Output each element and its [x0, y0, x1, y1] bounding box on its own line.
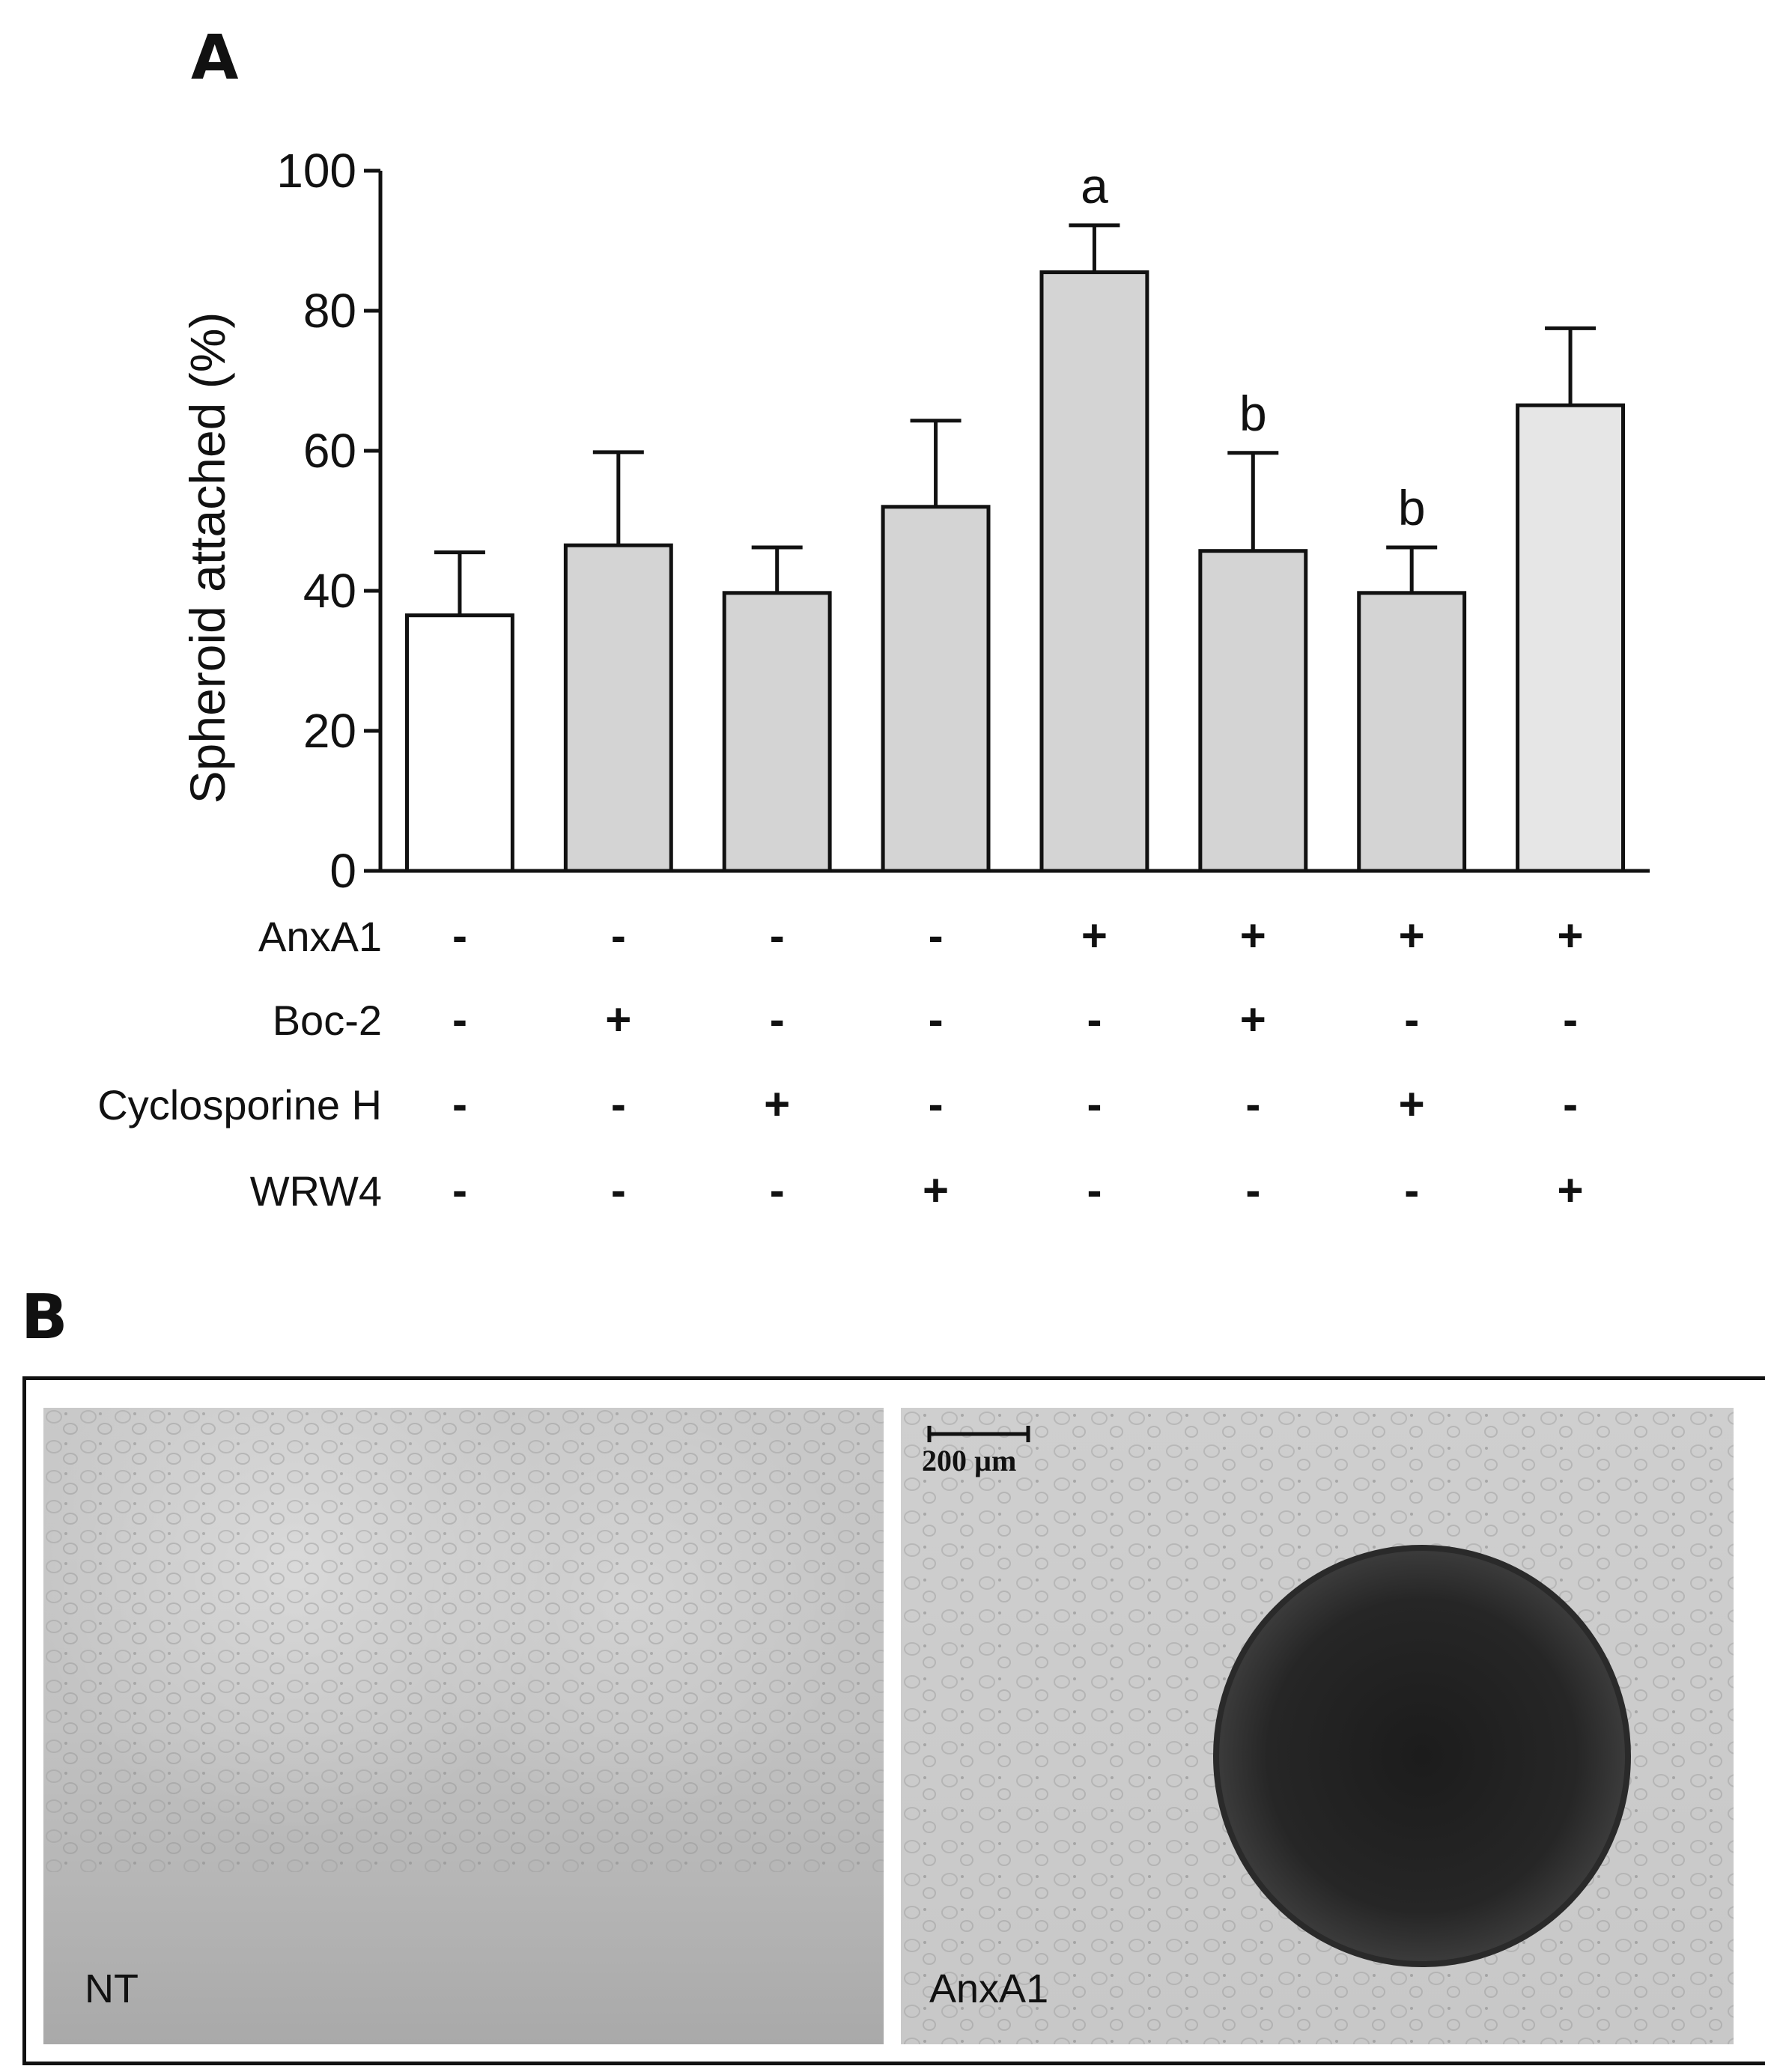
bar	[1357, 591, 1467, 873]
scale-bar-label: 200 µm	[922, 1444, 1017, 1477]
condition-sign: +	[1240, 911, 1266, 961]
condition-sign: -	[1245, 1079, 1260, 1129]
bar-chart: 0 20 40 60 80 100 a b b AnxA1 - - - - + + + + Boc-2 - + - - - + -…	[97, 144, 1650, 1215]
condition-sign: -	[1563, 994, 1578, 1045]
y-tick-label: 100	[276, 144, 356, 198]
condition-sign: -	[1245, 1165, 1260, 1215]
bar	[1039, 270, 1149, 873]
condition-sign: -	[452, 1079, 467, 1129]
condition-sign: -	[1404, 1165, 1419, 1215]
condition-sign: +	[764, 1079, 790, 1129]
y-tick-label: 60	[303, 424, 356, 478]
micrograph-label-anxa1: AnxA1	[929, 1966, 1049, 2011]
condition-sign: -	[770, 1165, 785, 1215]
significance-label: b	[1398, 480, 1426, 535]
condition-sign: +	[605, 994, 631, 1045]
y-tick-label: 40	[303, 564, 356, 618]
condition-sign: -	[770, 911, 785, 961]
scale-bar	[927, 1426, 1030, 1442]
condition-label: WRW4	[250, 1167, 382, 1215]
condition-sign: -	[452, 911, 467, 961]
bar	[1198, 549, 1308, 873]
condition-sign: -	[1087, 994, 1102, 1045]
y-tick-label: 0	[329, 844, 356, 898]
condition-sign: -	[770, 994, 785, 1045]
condition-sign: -	[1087, 1165, 1102, 1215]
condition-sign: +	[1399, 911, 1425, 961]
y-axis-label: Spheroid attached (%)	[180, 312, 235, 804]
condition-sign: -	[452, 994, 467, 1045]
panel-a-letter: A	[191, 22, 239, 94]
condition-sign: -	[452, 1165, 467, 1215]
condition-sign: +	[923, 1165, 949, 1215]
spheroid	[1213, 1545, 1631, 1967]
condition-sign: -	[929, 1079, 944, 1129]
condition-sign: -	[1563, 1079, 1578, 1129]
condition-sign: -	[1087, 1079, 1102, 1129]
significance-label: a	[1081, 158, 1108, 213]
condition-sign: -	[611, 1165, 626, 1215]
bar	[722, 591, 832, 873]
condition-sign: +	[1558, 1165, 1584, 1215]
micrograph-nt: NT	[43, 1408, 884, 2044]
bar	[404, 613, 514, 873]
condition-sign: -	[611, 1079, 626, 1129]
panel-b-letter: B	[21, 1282, 68, 1353]
significance-label: b	[1239, 386, 1267, 441]
condition-sign: +	[1081, 911, 1108, 961]
y-tick-label: 80	[303, 284, 356, 338]
condition-sign: -	[611, 911, 626, 961]
condition-label: AnxA1	[258, 913, 382, 960]
condition-label: Cyclosporine H	[97, 1081, 382, 1128]
micrograph-anxa1: 200 µm AnxA1	[901, 1408, 1734, 2044]
bar	[881, 505, 991, 873]
bar	[563, 543, 673, 873]
condition-sign: +	[1558, 911, 1584, 961]
bar	[1516, 403, 1626, 873]
micrograph-label-nt: NT	[85, 1966, 139, 2011]
y-tick-label: 20	[303, 704, 356, 758]
condition-sign: +	[1399, 1079, 1425, 1129]
condition-sign: -	[929, 994, 944, 1045]
condition-label: Boc-2	[273, 997, 382, 1044]
micrograph-frame	[22, 1376, 1765, 2065]
condition-sign: -	[929, 911, 944, 961]
condition-sign: -	[1404, 994, 1419, 1045]
condition-sign: +	[1240, 994, 1266, 1045]
